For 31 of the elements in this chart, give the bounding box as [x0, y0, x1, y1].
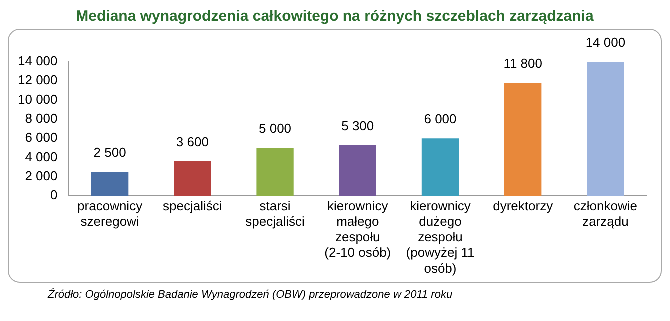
text: Źródło: Ogólnopolskie Badanie Wynagrodzeń (OBW) przeprowadzone w 2011 roku: [48, 289, 454, 301]
x-tick-label: dyrektorzy: [493, 198, 554, 214]
data-label: 3 600: [176, 134, 209, 150]
bar: [256, 148, 294, 196]
y-tick-label: 8 000: [25, 111, 58, 126]
bar: [174, 162, 212, 196]
x-tick-label: członkowie zarządu: [574, 198, 638, 229]
x-tick-label: starsi specjaliści: [246, 198, 306, 229]
data-label: 2 500: [94, 145, 126, 160]
y-tick-label: 14 000: [18, 54, 58, 69]
x-tick-label: pracownicy szeregowi: [78, 198, 144, 229]
data-label: 11 800: [504, 56, 542, 72]
bar: [504, 83, 542, 196]
y-tick-label: 10 000: [18, 92, 58, 107]
data-label: 6 000: [424, 112, 457, 127]
y-tick-label: 12 000: [18, 72, 58, 88]
data-label: 14 000: [586, 35, 626, 50]
data-label: 5 300: [342, 118, 374, 134]
x-tick-label: kierownicy dużego zespołu (powyżej 11 osób): [406, 198, 475, 276]
bar: [339, 145, 376, 196]
x-tick-label: kierownicy małego zespołu (2-10 osób): [324, 198, 392, 260]
y-tick-label: 4 000: [25, 149, 58, 164]
x-tick-label: specjaliści: [163, 198, 222, 214]
y-tick-label: 0: [50, 188, 58, 203]
y-tick-label: 2 000: [25, 168, 58, 184]
bar: [91, 172, 129, 196]
y-tick-label: 6 000: [25, 130, 58, 146]
bar: [587, 62, 624, 196]
bar: [422, 138, 460, 196]
data-label: 5 000: [259, 121, 292, 136]
chart-title: Mediana wynagrodzenia całkowitego na różnych szczeblach zarządzania: [75, 8, 595, 25]
